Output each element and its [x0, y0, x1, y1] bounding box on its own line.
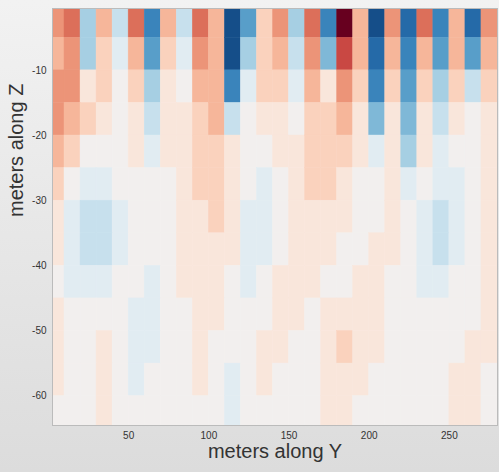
- svg-text:-40: -40: [32, 260, 47, 271]
- svg-text:-50: -50: [32, 325, 47, 336]
- svg-text:200: 200: [361, 430, 378, 441]
- svg-text:meters along Z: meters along Z: [5, 84, 27, 217]
- svg-text:-30: -30: [32, 195, 47, 206]
- svg-text:-60: -60: [32, 390, 47, 401]
- svg-text:250: 250: [441, 430, 458, 441]
- svg-text:meters along Y: meters along Y: [208, 440, 342, 462]
- svg-text:-10: -10: [32, 65, 47, 76]
- svg-text:-20: -20: [32, 130, 47, 141]
- svg-text:100: 100: [200, 429, 218, 441]
- svg-text:50: 50: [123, 430, 135, 441]
- svg-text:150: 150: [280, 429, 298, 441]
